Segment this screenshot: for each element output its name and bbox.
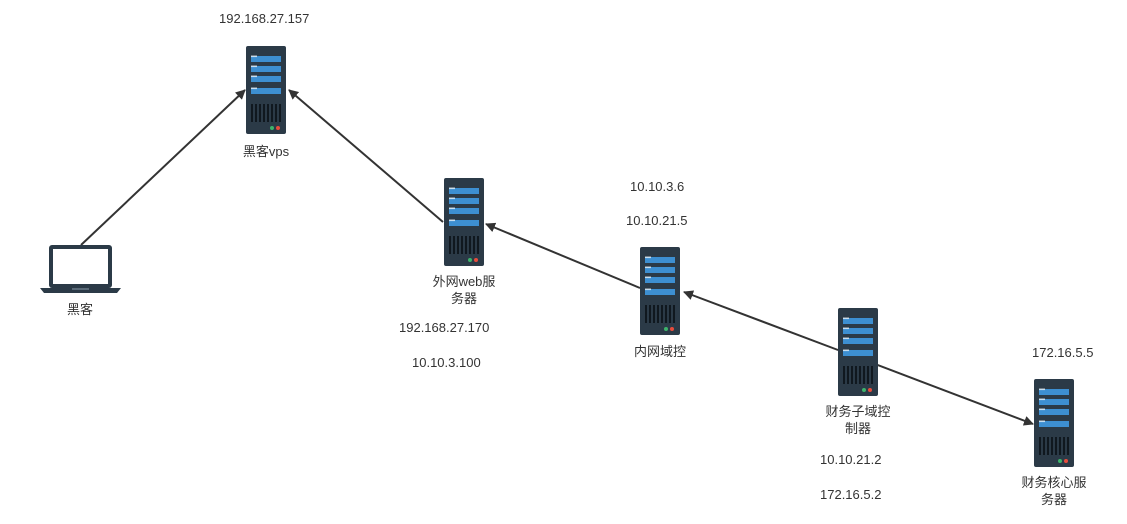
ip-label-finance-dc-1: 10.10.21.2 bbox=[820, 452, 882, 467]
ip-label-web-2: 10.10.3.100 bbox=[412, 355, 481, 370]
node-label-hacker: 黑客 bbox=[66, 302, 93, 317]
ip-label-dc-1: 10.10.3.6 bbox=[630, 179, 685, 194]
server-icon bbox=[1034, 379, 1074, 467]
node-label-finance-dc: 财务子域控 制器 bbox=[825, 404, 891, 436]
ip-label-finance-core: 172.16.5.5 bbox=[1032, 345, 1094, 360]
server-icon bbox=[640, 247, 680, 335]
ip-label-finance-dc-2: 172.16.5.2 bbox=[820, 487, 882, 502]
server-icon bbox=[838, 308, 878, 396]
server-icon bbox=[246, 46, 286, 134]
node-label-finance-core: 财务核心服 务器 bbox=[1021, 475, 1087, 507]
ip-label-web-1: 192.168.27.170 bbox=[399, 320, 490, 335]
server-icon bbox=[444, 178, 484, 266]
edge-dc-to-web bbox=[485, 222, 641, 289]
node-label-web: 外网web服 务器 bbox=[432, 274, 496, 306]
edge-financedc-to-dc bbox=[683, 290, 839, 351]
node-label-dc: 内网域控 bbox=[633, 344, 686, 359]
node-label-vps: 黑客vps bbox=[242, 144, 290, 159]
ip-label-dc-2: 10.10.21.5 bbox=[626, 213, 688, 228]
edge-web-to-vps bbox=[288, 89, 444, 223]
laptop-icon bbox=[40, 245, 121, 293]
edge-hacker-to-vps bbox=[80, 89, 246, 246]
ip-label-vps: 192.168.27.157 bbox=[219, 11, 310, 26]
